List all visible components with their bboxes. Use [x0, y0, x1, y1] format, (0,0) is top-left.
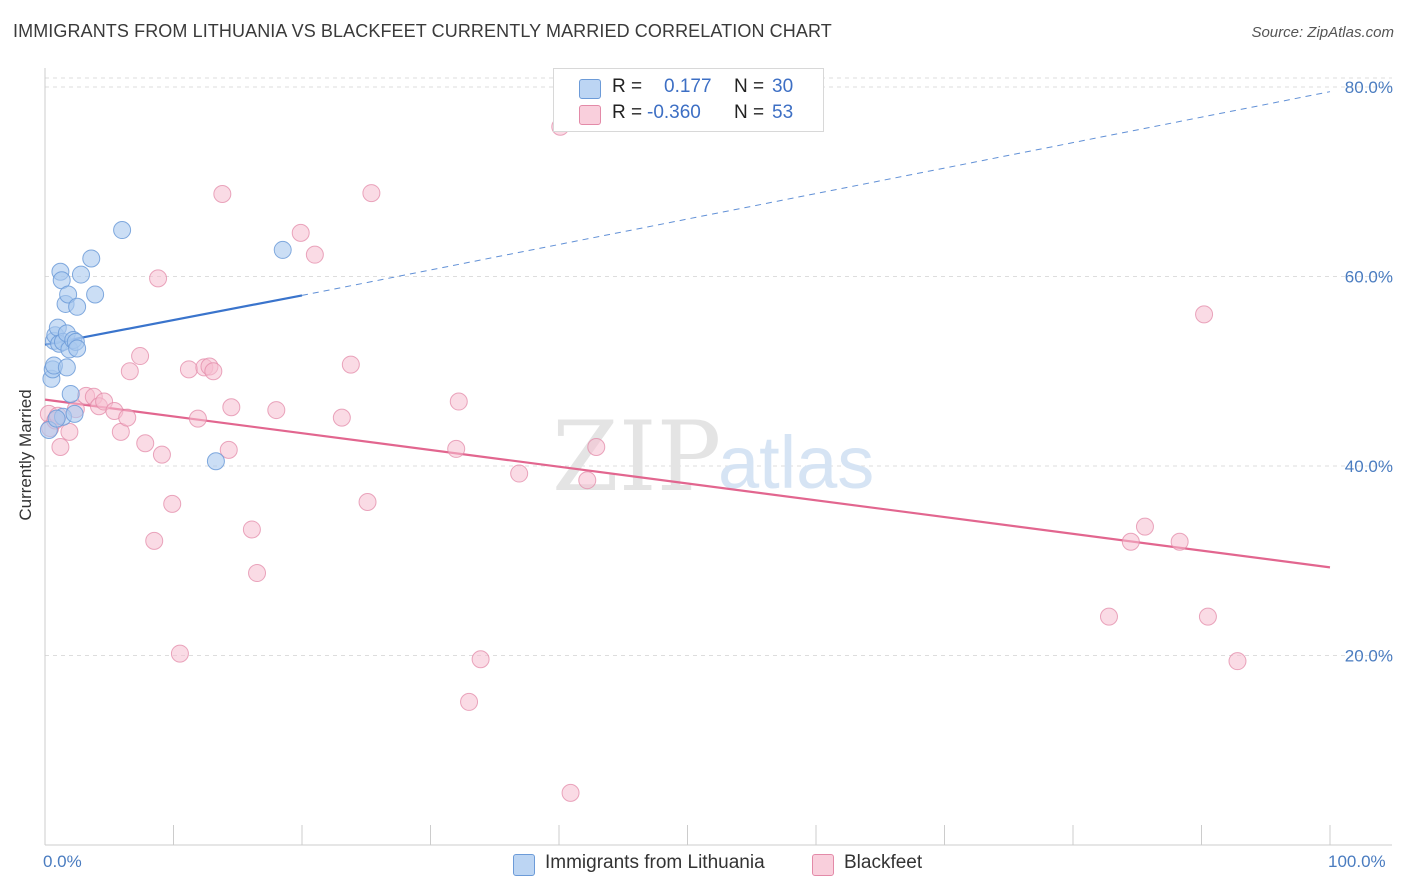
stats-row-lithuania: R = 0.177 N = 30: [554, 76, 823, 100]
point-blackfeet-20: [163, 494, 182, 513]
point-lithuania-25: [86, 285, 105, 304]
point-blackfeet-35: [332, 408, 351, 427]
point-lithuania-24: [82, 249, 101, 268]
y-axis-label: Currently Married: [16, 389, 35, 521]
point-lithuania-15: [59, 285, 78, 304]
point-blackfeet-17: [145, 531, 164, 550]
point-blackfeet-21: [170, 644, 189, 663]
data-points: [39, 117, 1247, 802]
n-label: N =: [734, 102, 765, 123]
point-lithuania-19: [65, 404, 84, 423]
point-lithuania-23: [71, 265, 90, 284]
point-blackfeet-41: [471, 650, 490, 669]
point-blackfeet-33: [291, 223, 310, 242]
n-value: 30: [772, 76, 794, 97]
point-blackfeet-14: [120, 362, 139, 381]
point-lithuania-28: [273, 240, 292, 259]
point-blackfeet-54: [1228, 652, 1247, 671]
legend-label-blackfeet: Blackfeet: [844, 852, 923, 873]
point-blackfeet-52: [1195, 305, 1214, 324]
point-blackfeet-15: [131, 347, 150, 366]
point-blackfeet-39: [447, 439, 466, 458]
point-blackfeet-13: [118, 408, 137, 427]
watermark-zip: ZIP: [552, 401, 721, 513]
point-blackfeet-43: [510, 464, 529, 483]
source-label: Source: ZipAtlas.com: [1251, 24, 1394, 41]
r-value: -0.360: [647, 102, 701, 123]
point-blackfeet-30: [242, 520, 261, 539]
axes: [44, 68, 1392, 846]
grid: [45, 77, 1392, 656]
y-tick-label-40: 40.0%: [1345, 457, 1393, 476]
y-tick-labels: 20.0% 40.0% 60.0% 80.0%: [1345, 78, 1393, 666]
point-blackfeet-48: [1099, 607, 1118, 626]
y-tick-label-20: 20.0%: [1345, 646, 1393, 665]
legend-swatch-pink: [579, 105, 601, 125]
point-blackfeet-28: [219, 440, 238, 459]
point-blackfeet-51: [1170, 532, 1189, 551]
point-blackfeet-40: [449, 392, 468, 411]
point-blackfeet-5: [60, 422, 79, 441]
trend-lithuania-extrapolated: [301, 91, 1331, 296]
point-blackfeet-22: [179, 360, 198, 379]
point-blackfeet-29: [222, 398, 241, 417]
point-blackfeet-53: [1198, 607, 1217, 626]
n-value: 53: [772, 102, 794, 123]
point-blackfeet-18: [149, 269, 168, 288]
point-blackfeet-45: [561, 783, 580, 802]
point-blackfeet-38: [362, 184, 381, 203]
r-label: R =: [612, 102, 643, 123]
legend-swatch-blue: [579, 79, 601, 99]
point-lithuania-21: [68, 339, 87, 358]
y-tick-label-80: 80.0%: [1345, 78, 1393, 97]
legend-label-lithuania: Immigrants from Lithuania: [545, 852, 765, 873]
r-value: 0.177: [664, 76, 712, 97]
point-blackfeet-16: [136, 434, 155, 453]
point-lithuania-29: [47, 409, 66, 428]
point-blackfeet-32: [267, 401, 286, 420]
legend-swatch-blackfeet: [812, 854, 834, 876]
point-blackfeet-27: [213, 185, 232, 204]
point-blackfeet-37: [358, 492, 377, 511]
point-lithuania-22: [68, 297, 87, 316]
point-blackfeet-26: [204, 362, 223, 381]
chart-title: IMMIGRANTS FROM LITHUANIA VS BLACKFEET C…: [13, 21, 832, 41]
watermark: ZIP atlas: [552, 401, 874, 513]
point-blackfeet-50: [1135, 517, 1154, 536]
stats-legend: R = 0.177 N = 30 R = -0.360 N = 53: [553, 68, 824, 132]
trend-lines: [44, 91, 1331, 569]
series-legend: Immigrants from Lithuania Blackfeet: [0, 852, 1406, 878]
point-lithuania-26: [113, 221, 132, 240]
point-blackfeet-34: [305, 245, 324, 264]
point-blackfeet-4: [51, 438, 70, 457]
point-lithuania-17: [61, 384, 80, 403]
point-blackfeet-46: [578, 471, 597, 490]
point-blackfeet-19: [152, 445, 171, 464]
point-blackfeet-42: [460, 692, 479, 711]
r-label: R =: [612, 76, 643, 97]
point-blackfeet-36: [341, 355, 360, 374]
x-tick-label-min: 0.0%: [43, 852, 82, 871]
point-blackfeet-31: [248, 564, 267, 583]
y-tick-label-60: 60.0%: [1345, 267, 1393, 286]
stats-row-blackfeet: R = -0.360 N = 53: [554, 102, 823, 126]
point-blackfeet-47: [587, 438, 606, 457]
trend-lithuania: [44, 294, 303, 346]
point-lithuania-13: [57, 358, 76, 377]
point-blackfeet-49: [1121, 532, 1140, 551]
legend-swatch-lithuania: [513, 854, 535, 876]
point-lithuania-27: [206, 452, 225, 471]
n-label: N =: [734, 76, 765, 97]
point-blackfeet-23: [188, 409, 207, 428]
trend-blackfeet: [44, 398, 1331, 569]
x-tick-label-max: 100.0%: [1328, 852, 1386, 871]
